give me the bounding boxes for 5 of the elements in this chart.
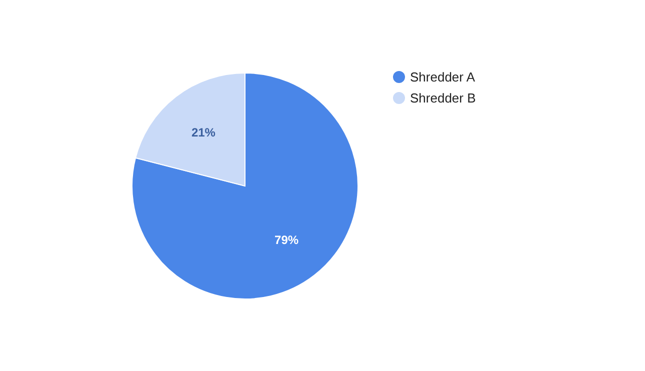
data-label: 79% [274,232,299,247]
pie-slice [132,72,358,300]
legend-label: Shredder B [410,90,476,106]
legend-label: Shredder A [410,70,476,85]
data-label: 21% [191,126,216,140]
